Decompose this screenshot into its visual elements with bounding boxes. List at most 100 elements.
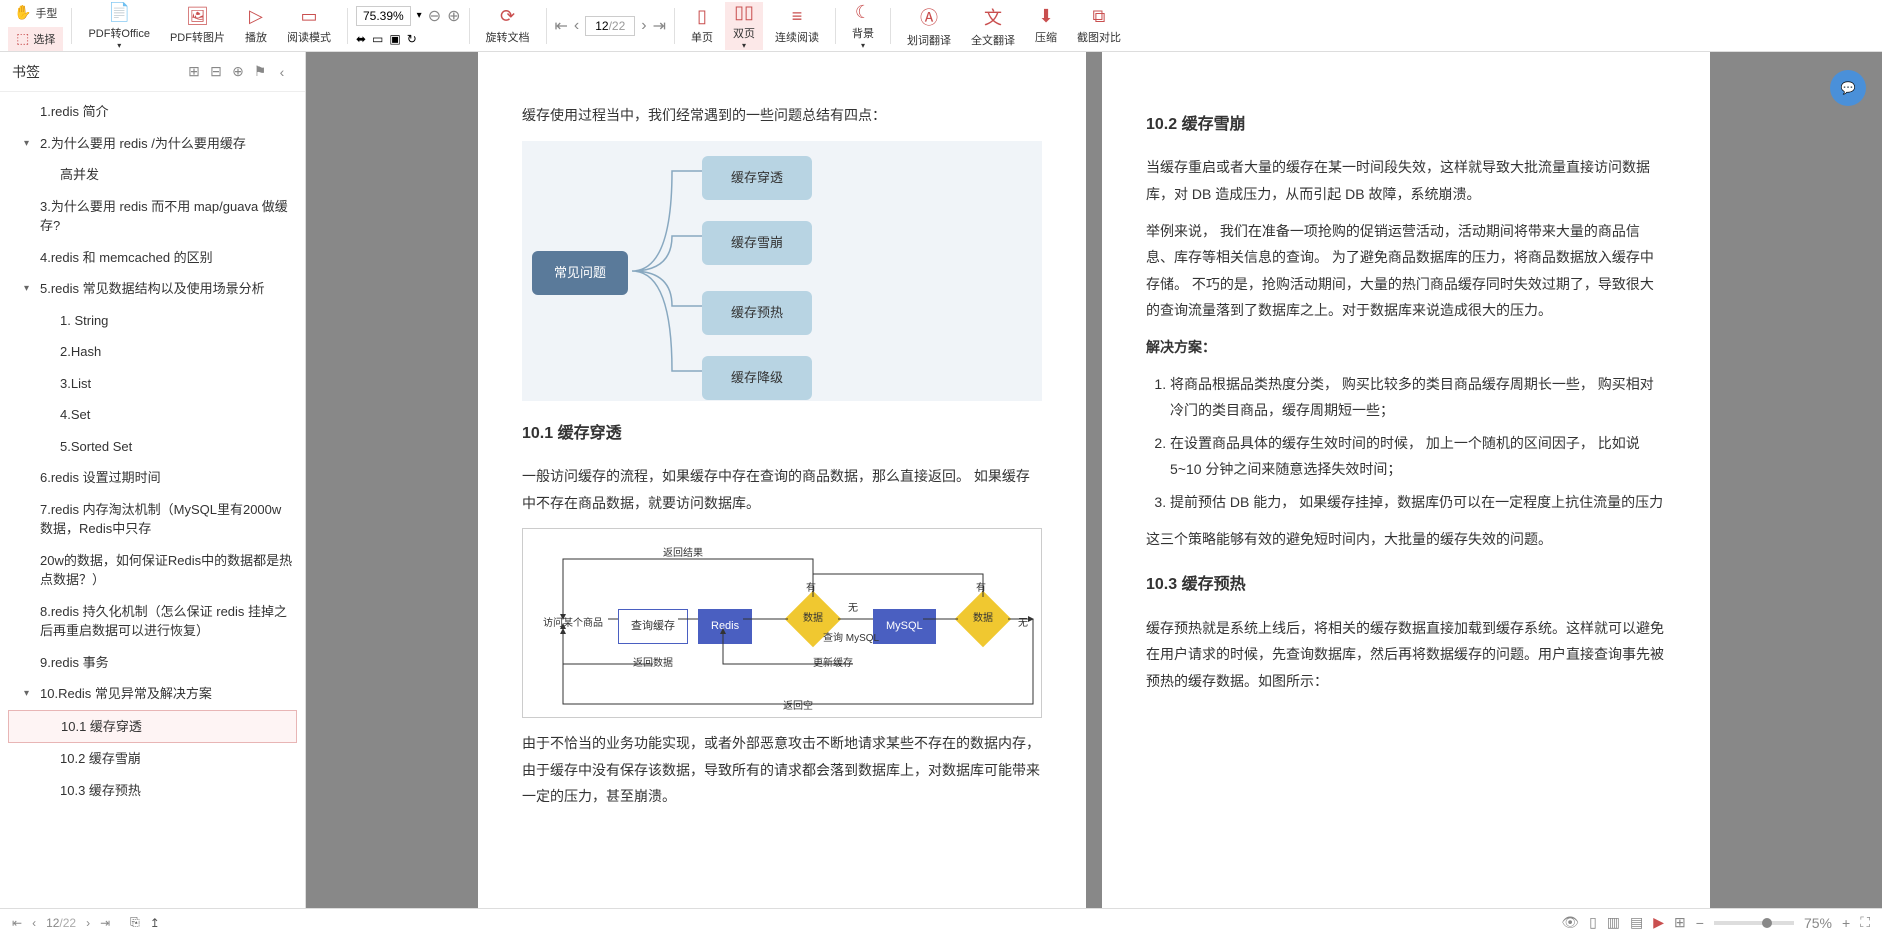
zoom-in-icon[interactable]: ⊕ [447,6,460,26]
bookmark-item[interactable]: ▾ 5.redis 常见数据结构以及使用场景分析 [0,273,305,305]
rotate-button[interactable]: ⟳旋转文档 [478,2,538,50]
zoom-slider-handle[interactable] [1762,918,1772,928]
bookmark-item[interactable]: 1.redis 简介 [0,96,305,128]
last-page-icon[interactable]: ⇥ [653,16,666,36]
first-page-icon[interactable]: ⇤ [555,16,568,36]
translate-icon: Ⓐ [920,4,938,30]
bookmark-label: 2.Hash [60,344,101,359]
expand-icon[interactable]: ⊞ [183,61,205,83]
page-input[interactable]: 12/22 [585,16,635,36]
pdf-to-image-button[interactable]: 🖼PDF转图片 [162,2,233,50]
bookmark-label: 3.List [60,376,91,391]
sb-first-icon[interactable]: ⇤ [12,916,22,930]
document-viewport[interactable]: 缓存使用过程当中，我们经常遇到的一些问题总结有四点： 常见问题 缓存穿透 缓存雪… [306,52,1882,908]
bookmark-item[interactable]: 10.2 缓存雪崩 [0,743,305,775]
sb-play-icon[interactable]: ▶ [1653,914,1664,931]
bookmark-label: 1. String [60,313,108,328]
sb-last-icon[interactable]: ⇥ [100,916,110,930]
word-translate-button[interactable]: Ⓐ划词翻译 [899,2,959,50]
bookmark-label: 20w的数据，如何保证Redis中的数据都是热点数据？） [40,553,292,588]
bookmark-item[interactable]: 9.redis 事务 [0,647,305,679]
crop-compare-button[interactable]: ⧉截图对比 [1069,2,1129,50]
bookmark-item[interactable]: 4.redis 和 memcached 的区别 [0,242,305,274]
sb-grid-icon[interactable]: ⊞ [1674,914,1686,931]
bookmark-item[interactable]: 20w的数据，如何保证Redis中的数据都是热点数据？） [0,545,305,596]
fit-page-icon[interactable]: ▭ [372,32,383,46]
next-page-icon[interactable]: › [641,17,646,35]
sb-zoom-in-icon[interactable]: + [1842,915,1850,931]
sb-page-display[interactable]: 12/22 [46,916,76,930]
single-page-button[interactable]: ▯单页 [683,2,721,50]
reflow-icon[interactable]: ↻ [407,32,417,46]
body-text: 当缓存重启或者大量的缓存在某一时间段失效，这样就导致大批流量直接访问数据库，对 … [1146,154,1666,207]
bookmark-item[interactable]: 5.Sorted Set [0,431,305,463]
collapse-icon[interactable]: ⊟ [205,61,227,83]
fit-width-icon[interactable]: ⬌ [356,32,366,46]
caret-icon[interactable]: ▾ [24,686,29,701]
sb-fullscreen-icon[interactable]: ⛶ [1860,914,1870,931]
moon-icon: ☾ [855,2,871,23]
read-mode-button[interactable]: ▭阅读模式 [279,2,339,50]
status-bar: ⇤ ‹ 12/22 › ⇥ ⎘ ↥ 👁 ▯ ▥ ▤ ▶ ⊞ − 75% + ⛶ [0,908,1882,936]
zoom-dropdown-icon[interactable]: ▾ [417,10,422,21]
pdf-to-office-button[interactable]: 📄PDF转Office▾ [80,2,158,50]
zoom-out-icon[interactable]: ⊖ [428,6,441,26]
prev-page-icon[interactable]: ‹ [574,17,579,35]
sb-zoom-out-icon[interactable]: − [1696,915,1704,931]
bookmark-item[interactable]: ▾10.Redis 常见异常及解决方案 [0,678,305,710]
bookmark-item[interactable]: 3.为什么要用 redis 而不用 map/guava 做缓存? [0,191,305,242]
list-item: 提前预估 DB 能力， 如果缓存挂掉，数据库仍可以在一定程度上抗住流量的压力 [1170,489,1666,516]
hand-tool-button[interactable]: ✋手型 [8,1,63,25]
section-heading: 10.3 缓存预热 [1146,570,1666,600]
continuous-button[interactable]: ≡连续阅读 [767,2,827,50]
bookmark-item[interactable]: 2.Hash [0,336,305,368]
full-translate-button[interactable]: 文全文翻译 [963,2,1023,50]
intro-text: 缓存使用过程当中，我们经常遇到的一些问题总结有四点： [522,102,1042,129]
bookmark-label: 10.2 缓存雪崩 [60,751,141,766]
bookmark-item[interactable]: 6.redis 设置过期时间 [0,462,305,494]
bookmark-item[interactable]: 10.1 缓存穿透 [8,710,297,744]
play-button[interactable]: ▷播放 [237,2,275,50]
cache-flowchart: 访问某个商品 查询缓存 Redis 数据 MySQL 数据 返回结果 有 无 查… [522,528,1042,718]
caret-icon[interactable]: ▾ [24,136,29,151]
sb-layout2-icon[interactable]: ▥ [1607,914,1620,931]
compress-button[interactable]: ⬇压缩 [1027,2,1065,50]
sb-page-up-icon[interactable]: ↥ [150,916,160,930]
full-translate-icon: 文 [984,4,1002,30]
body-text: 由于不恰当的业务功能实现，或者外部恶意攻击不断地请求某些不存在的数据内存，由于缓… [522,730,1042,810]
bookmark-item[interactable]: ▾2.为什么要用 redis /为什么要用缓存 [0,128,305,160]
zoom-value[interactable]: 75.39% [356,6,411,26]
rotate-icon: ⟳ [500,6,515,27]
bookmark-sidebar: 书签 ⊞ ⊟ ⊕ ⚑ ‹ 1.redis 简介▾2.为什么要用 redis /为… [0,52,306,908]
bookmark-item[interactable]: 8.redis 持久化机制（怎么保证 redis 挂掉之后再重启数据可以进行恢复… [0,596,305,647]
bookmark-item[interactable]: 3.List [0,368,305,400]
bookmark-item[interactable]: 1. String [0,305,305,337]
double-page-button[interactable]: ▯▯双页▾ [725,2,763,50]
sb-eye-icon[interactable]: 👁 [1561,914,1579,931]
sb-clipboard-icon[interactable]: ⎘ [130,915,140,930]
bookmark-label: 5.redis 常见数据结构以及使用场景分析 [40,281,265,296]
sb-prev-icon[interactable]: ‹ [32,916,36,930]
bookmark-item[interactable]: 10.3 缓存预热 [0,775,305,807]
problems-diagram: 常见问题 缓存穿透 缓存雪崩 缓存预热 缓存降级 [522,141,1042,401]
add-bookmark-icon[interactable]: ⊕ [227,61,249,83]
sb-next-icon[interactable]: › [86,916,90,930]
background-button[interactable]: ☾背景▾ [844,2,882,50]
bookmark-flag-icon[interactable]: ⚑ [249,61,271,83]
float-assistant-button[interactable]: 💬 [1830,70,1866,106]
sb-layout1-icon[interactable]: ▯ [1589,914,1597,931]
sb-layout3-icon[interactable]: ▤ [1630,914,1643,931]
bookmark-item[interactable]: 7.redis 内存淘汰机制（MySQL里有2000w数据，Redis中只存 [0,494,305,545]
close-sidebar-icon[interactable]: ‹ [271,61,293,83]
select-tool-button[interactable]: ⬚选择 [8,27,63,51]
bookmark-item[interactable]: 高并发 [0,159,305,191]
actual-size-icon[interactable]: ▣ [389,32,400,46]
bookmark-label: 7.redis 内存淘汰机制（MySQL里有2000w数据，Redis中只存 [40,502,281,537]
page-right: 10.2 缓存雪崩 当缓存重启或者大量的缓存在某一时间段失效，这样就导致大批流量… [1102,52,1710,908]
compress-icon: ⬇ [1038,6,1053,27]
bookmark-label: 5.Sorted Set [60,439,132,454]
body-text: 一般访问缓存的流程，如果缓存中存在查询的商品数据，那么直接返回。 如果缓存中不存… [522,463,1042,516]
bookmark-item[interactable]: 4.Set [0,399,305,431]
bookmark-label: 10.3 缓存预热 [60,783,141,798]
caret-icon[interactable]: ▾ [24,281,29,296]
